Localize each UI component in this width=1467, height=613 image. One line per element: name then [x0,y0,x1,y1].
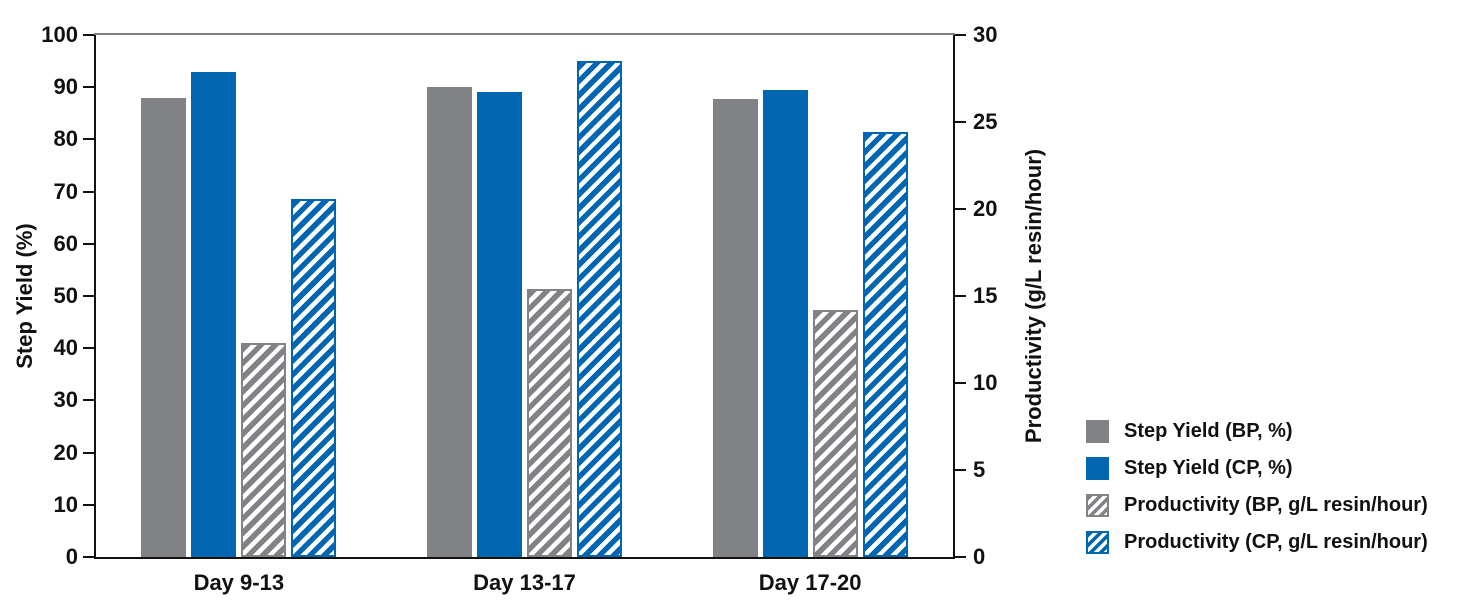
left-axis-tick-label: 50 [53,283,78,308]
left-axis-tick-label: 90 [53,74,78,100]
legend-label: Step Yield (CP, %) [1124,457,1293,479]
legend: Step Yield (BP, %) Step Yield (CP, %) Prod… [1086,420,1428,554]
legend-item-productivity-cp-g-l-resin-hour: Productivity (CP, g/L resin/hour) [1086,531,1428,554]
right-axis-tick [955,382,966,384]
right-axis-tick [955,469,966,471]
right-axis-tick-label: 20 [973,196,998,221]
legend-swatch [1086,457,1109,480]
legend-item-productivity-bp-g-l-resin-hour: Productivity (BP, g/L resin/hour) [1086,494,1428,517]
left-axis-tick-label: 70 [53,178,78,204]
right-axis-tick-label: 0 [973,544,986,569]
right-axis-tick [955,208,966,210]
bar-productivity-bp-g-l-resin-hour-day-9-13 [241,342,287,557]
left-axis-tick-label: 40 [53,335,78,361]
left-axis-tick-label: 0 [65,544,78,569]
right-axis-tick-label: 15 [973,283,998,308]
left-axis-tick [83,503,94,506]
left-axis-tick [83,86,94,89]
legend-label: Step Yield (BP, %) [1124,420,1293,442]
left-axis-tick-label: 80 [53,126,78,152]
right-axis-tick [955,121,966,123]
legend-label: Productivity (BP, g/L resin/hour) [1124,494,1428,516]
left-axis-tick-label: 30 [53,387,78,413]
right-axis-tick [955,34,966,36]
left-axis-tick-label: 10 [53,491,78,517]
legend-swatch [1086,420,1109,443]
bar-step-yield-cp-day-13-17 [477,92,522,557]
legend-swatch [1086,494,1109,517]
bar-step-yield-bp-day-17-20 [712,99,758,557]
left-axis-tick [83,190,94,193]
left-axis-tick [83,34,94,36]
left-axis-tick [83,295,94,297]
left-axis-tick [83,347,94,350]
x-category-label: Day 17-20 [758,570,862,595]
left-axis-tick [83,451,94,454]
bar-step-yield-cp-day-17-20 [762,89,808,557]
left-axis-tick [83,556,94,558]
bar-step-yield-cp-day-9-13 [191,71,237,557]
left-axis-tick-label: 20 [53,439,78,465]
right-axis-tick-label: 10 [973,370,998,395]
left-axis-tick [83,138,94,141]
bar-step-yield-bp-day-9-13 [141,98,187,557]
right-axis-tick-label: 30 [973,22,998,47]
right-axis-tick [955,556,966,558]
left-axis-line [94,33,96,559]
x-axis-line [94,557,955,559]
left-axis-tick-label: 60 [53,230,78,256]
x-category-label: Day 9-13 [193,570,285,595]
legend-swatch [1086,531,1109,554]
right-axis-tick-label: 25 [973,109,998,134]
bar-productivity-cp-g-l-resin-hour-day-9-13 [291,198,337,557]
x-category-label: Day 13-17 [473,570,576,595]
bar-productivity-cp-g-l-resin-hour-day-17-20 [862,132,908,557]
bar-productivity-cp-g-l-resin-hour-day-13-17 [577,61,622,557]
left-axis-tick-label: 100 [41,22,78,47]
legend-item-step-yield-cp: Step Yield (CP, %) [1086,457,1428,480]
left-axis-tick [83,399,94,402]
right-axis-line [953,33,955,559]
right-axis-title: Productivity (g/L resin/hour) [1021,148,1046,444]
bar-step-yield-bp-day-13-17 [427,87,472,557]
legend-label: Productivity (CP, g/L resin/hour) [1124,531,1428,553]
left-axis-tick [83,242,94,245]
right-axis-tick [955,295,966,297]
bar-productivity-bp-g-l-resin-hour-day-17-20 [812,309,858,557]
legend-item-step-yield-bp: Step Yield (BP, %) [1086,420,1428,443]
bar-productivity-bp-g-l-resin-hour-day-13-17 [527,289,572,557]
right-axis-tick-label: 5 [973,457,986,482]
top-frame-line [94,33,955,35]
